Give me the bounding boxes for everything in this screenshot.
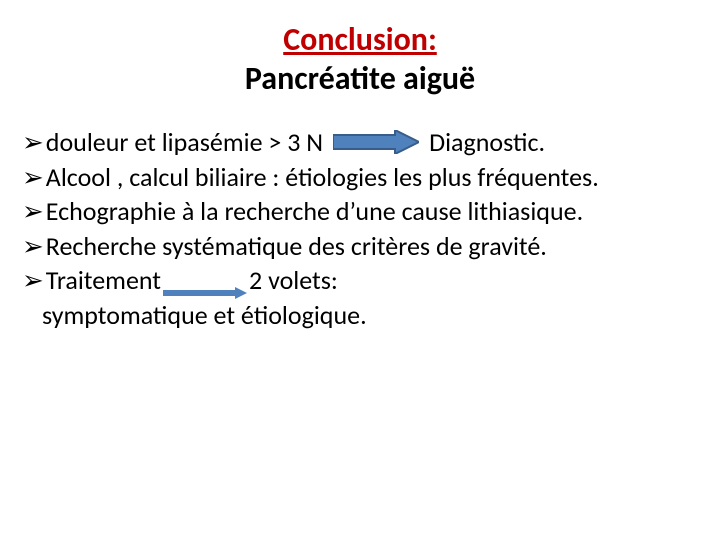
bullet-list: ➢ douleur et lipasémie > 3 N Diagnostic.… [10, 126, 710, 331]
arrow-icon [163, 286, 247, 300]
bullet-item: ➢ Echographie à la recherche d’une cause… [22, 195, 710, 228]
slide: { "title": { "main": "Conclusion:", "sub… [0, 0, 720, 540]
bullet-marker-icon: ➢ [22, 126, 44, 159]
bullet-marker-icon: ➢ [22, 230, 44, 263]
bullet-text-post: Diagnostic. [429, 126, 545, 159]
bullet-item: ➢ douleur et lipasémie > 3 N Diagnostic. [22, 126, 710, 159]
bullet-text: Recherche systématique des critères de g… [46, 230, 547, 263]
title-subject: Pancréatite aiguë [10, 59, 710, 98]
bullet-text: Alcool , calcul biliaire : étiologies le… [46, 161, 599, 194]
arrow-icon [333, 130, 419, 154]
bullet-text: Traitement [46, 264, 161, 297]
bullet-text: douleur et lipasémie > 3 N [46, 126, 323, 159]
bullet-item: ➢ Recherche systématique des critères de… [22, 230, 710, 263]
title-conclusion: Conclusion: [10, 20, 710, 59]
bullet-item: ➢ Traitement 2 volets: [22, 264, 710, 297]
bullet-marker-icon: ➢ [22, 161, 44, 194]
bullet-text-post: 2 volets: [249, 264, 338, 297]
title-block: Conclusion: Pancréatite aiguë [10, 20, 710, 98]
block-arrow [333, 130, 419, 154]
bullet-text: Echographie à la recherche d’une cause l… [46, 195, 583, 228]
continuation-text: symptomatique et étiologique. [22, 299, 710, 332]
bullet-item: ➢ Alcool , calcul biliaire : étiologies … [22, 161, 710, 194]
bullet-marker-icon: ➢ [22, 264, 44, 297]
thin-arrow [163, 286, 247, 300]
bullet-marker-icon: ➢ [22, 195, 44, 228]
